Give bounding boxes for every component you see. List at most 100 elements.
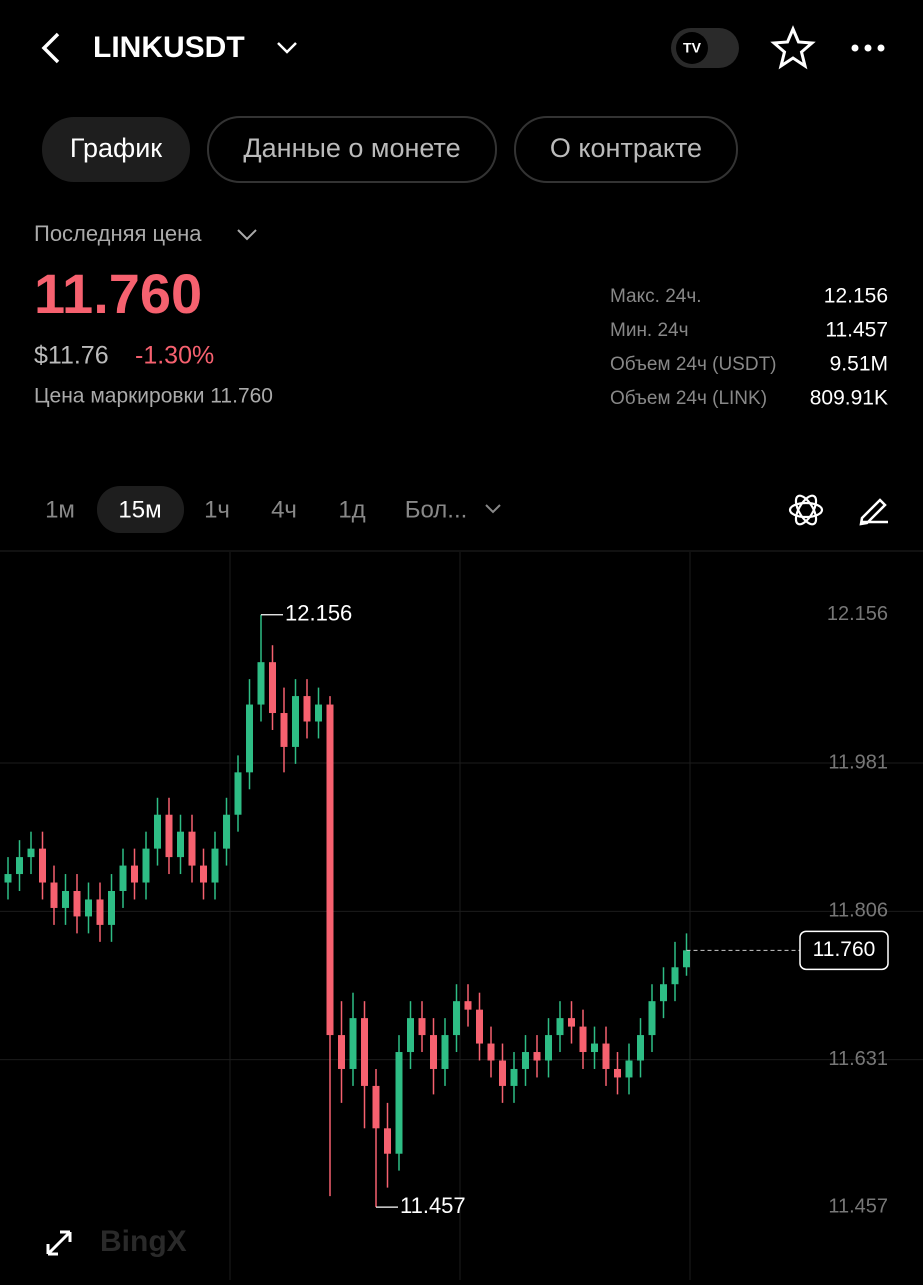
- candle-body: [269, 662, 276, 714]
- y-tick-label: 11.457: [828, 1195, 888, 1217]
- favorite-button[interactable]: [770, 25, 816, 70]
- y-tick-label: 11.981: [828, 751, 888, 773]
- candle-body: [545, 1035, 552, 1061]
- usd-price: $11.76: [34, 342, 109, 370]
- stat-label: Макс. 24ч.: [610, 286, 702, 307]
- stat-value: 809.91K: [810, 387, 888, 410]
- candle-body: [464, 1001, 472, 1010]
- tab-label[interactable]: О контракте: [550, 133, 702, 163]
- last-price: 11.760: [34, 262, 202, 325]
- interval-dropdown[interactable]: [485, 504, 501, 514]
- candle-body: [648, 1001, 656, 1036]
- candle-body: [154, 814, 161, 849]
- candle-body: [131, 865, 138, 883]
- candle-body: [637, 1035, 644, 1061]
- stat-label: Мин. 24ч: [610, 320, 689, 341]
- candle-body: [499, 1060, 506, 1086]
- tab-active[interactable]: [42, 117, 190, 182]
- candle-body: [556, 1018, 564, 1036]
- candle-body: [177, 831, 184, 858]
- candle-body: [292, 696, 299, 747]
- candle-body: [188, 831, 196, 866]
- symbol[interactable]: LINKUSDT: [93, 31, 245, 64]
- candle-body: [303, 696, 311, 722]
- candle-body: [211, 848, 219, 883]
- candle-body: [407, 1018, 414, 1053]
- candle-body: [326, 704, 334, 1036]
- candle-body: [315, 704, 322, 722]
- tab[interactable]: [514, 116, 738, 183]
- candle-body: [234, 772, 242, 815]
- symbol-dropdown[interactable]: [277, 42, 297, 54]
- candle-body: [671, 967, 679, 985]
- candle-body: [246, 704, 253, 773]
- current-price-box: [799, 930, 889, 971]
- mark-price: Цена маркировки 11.760: [34, 385, 273, 408]
- interval[interactable]: Бол...: [405, 496, 468, 523]
- candle-body: [119, 865, 127, 891]
- candle-body: [96, 899, 104, 925]
- candle-body: [142, 848, 150, 883]
- candle-body: [108, 890, 115, 925]
- watermark: BingX: [100, 1225, 187, 1258]
- candle-body: [579, 1026, 587, 1053]
- y-tick-label: 11.631: [828, 1048, 888, 1070]
- candle-body: [85, 899, 92, 917]
- candle-body: [349, 1018, 357, 1069]
- interval[interactable]: 1д: [338, 496, 365, 523]
- interval[interactable]: 1м: [45, 496, 75, 523]
- y-tick-label: 12.156: [827, 603, 888, 625]
- current-price-label: 11.760: [813, 938, 876, 961]
- stat-label: Объем 24ч (LINK): [610, 388, 767, 409]
- candle-body: [372, 1085, 380, 1129]
- candle-body: [384, 1128, 391, 1154]
- y-tick-label: 11.806: [828, 900, 888, 922]
- candle-body: [625, 1060, 633, 1078]
- interval[interactable]: 15м: [118, 496, 161, 523]
- min-label: 11.457: [400, 1193, 466, 1218]
- tab[interactable]: [207, 116, 497, 183]
- candle-body: [522, 1052, 529, 1069]
- candle-body: [27, 848, 35, 858]
- candle-body: [418, 1018, 426, 1036]
- tv-knob: [676, 32, 708, 64]
- price-change: -1.30%: [135, 342, 214, 370]
- price-type[interactable]: Последняя цена: [34, 221, 202, 246]
- candle-body: [223, 814, 230, 849]
- candle-body: [39, 848, 46, 883]
- candle-body: [602, 1043, 610, 1069]
- tv-icon: TV: [683, 40, 702, 56]
- candle-body: [200, 865, 207, 883]
- candle-body: [73, 890, 81, 917]
- candle-body: [683, 950, 690, 968]
- candle-body: [4, 874, 12, 883]
- fullscreen-button[interactable]: [46, 1230, 72, 1256]
- candle-body: [395, 1052, 403, 1154]
- candle-body: [16, 857, 23, 875]
- interval-active[interactable]: [97, 486, 184, 533]
- indicator-button[interactable]: [788, 493, 824, 528]
- candle-body: [441, 1035, 449, 1069]
- candle-body: [614, 1068, 621, 1078]
- candle-body: [476, 1009, 483, 1044]
- candle-body: [430, 1035, 437, 1069]
- back-button[interactable]: [41, 32, 60, 64]
- tab-label[interactable]: График: [70, 133, 162, 163]
- max-label: 12.156: [285, 601, 352, 626]
- candle-body: [487, 1043, 495, 1061]
- interval[interactable]: 4ч: [271, 496, 297, 523]
- more-button[interactable]: [851, 44, 885, 52]
- candle-body: [280, 713, 288, 747]
- stat-value: 9.51M: [830, 353, 888, 376]
- draw-button[interactable]: [859, 498, 888, 526]
- candle-body: [453, 1001, 460, 1036]
- candle-body: [50, 882, 58, 908]
- price-type-dropdown[interactable]: [237, 229, 257, 241]
- stat-value: 12.156: [824, 285, 888, 308]
- candle-body: [257, 662, 265, 705]
- stat-value: 11.457: [825, 319, 888, 342]
- candle-body: [591, 1043, 598, 1053]
- tab-label[interactable]: Данные о монете: [243, 133, 460, 163]
- interval[interactable]: 1ч: [204, 496, 230, 523]
